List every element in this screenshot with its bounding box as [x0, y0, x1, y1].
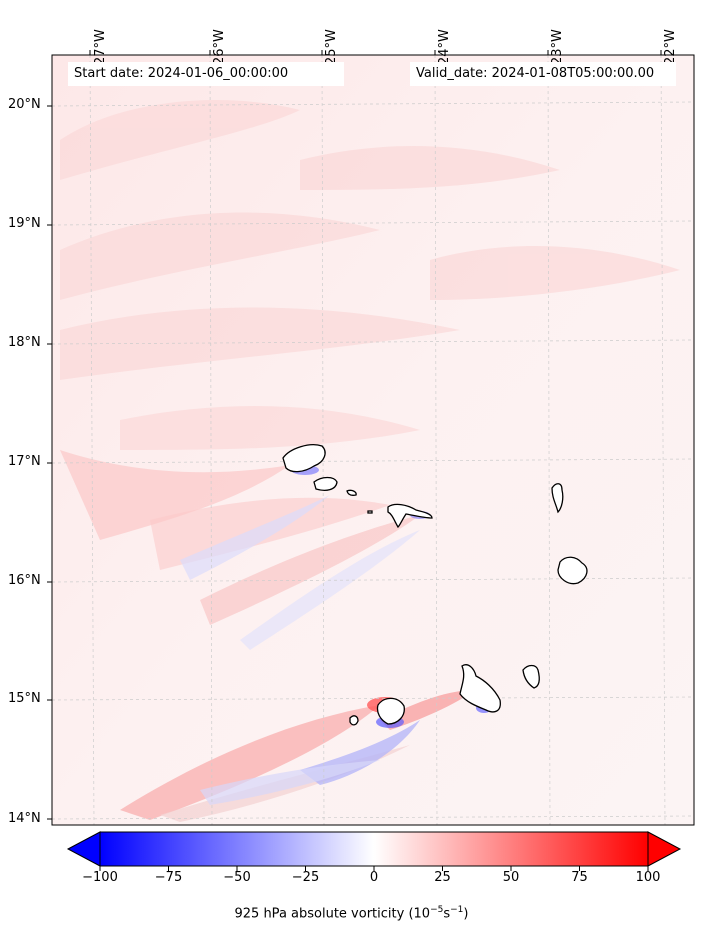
island-santo-antao: [282, 444, 326, 473]
lon-label-24w: 24°W: [437, 29, 452, 65]
coastlines: [282, 444, 588, 726]
colorbar-high-extend: [647, 831, 682, 867]
island-sao-nicolau: [387, 503, 433, 529]
colorbar-tick-label: 0: [369, 870, 379, 885]
island-brava: [349, 715, 359, 726]
lon-label-23w: 23°W: [550, 29, 565, 65]
axis-ticks: [47, 50, 662, 820]
vorticity-field: [52, 55, 694, 825]
lon-label-26w: 26°W: [212, 29, 227, 65]
colorbar-tick-label: −25: [291, 870, 320, 885]
island-sao-vicente: [313, 476, 338, 491]
lat-label-18n: 18°N: [8, 335, 41, 350]
colorbar-low-extend: [66, 831, 101, 867]
island-sal: [551, 483, 564, 514]
island-fogo: [376, 697, 405, 725]
graticule: [52, 55, 694, 825]
colorbar-tick-label: −50: [223, 870, 251, 885]
lat-label-20n: 20°N: [8, 97, 41, 112]
colorbar-tick-label: −100: [82, 870, 118, 885]
lat-label-17n: 17°N: [8, 454, 41, 469]
colorbar: [66, 831, 682, 871]
colorbar-label: 925 hPa absolute vorticity (10−5s−1): [0, 905, 703, 921]
colorbar-label-exp2: −1: [450, 905, 464, 915]
valid-date-label: Valid_date: 2024-01-08T05:00:00.00: [410, 62, 676, 86]
colorbar-label-suffix: ): [463, 906, 469, 922]
lat-label-15n: 15°N: [8, 691, 41, 706]
colorbar-tick-label: 50: [502, 870, 520, 885]
colorbar-gradient: [99, 831, 649, 867]
lon-label-25w: 25°W: [324, 29, 339, 65]
lon-label-27w: 27°W: [93, 29, 108, 65]
island-boa-vista: [557, 556, 588, 585]
colorbar-tick-label: 25: [434, 870, 451, 885]
colorbar-tick-label: −75: [154, 870, 183, 885]
lon-label-22w: 22°W: [663, 29, 678, 65]
lat-label-19n: 19°N: [8, 216, 41, 231]
island-santiago: [459, 664, 501, 713]
map-frame: [51, 54, 695, 826]
colorbar-tick-label: 100: [635, 870, 661, 885]
start-date-label: Start date: 2024-01-06_00:00:00: [68, 62, 344, 86]
colorbar-label-exp1: −5: [430, 905, 444, 915]
lat-label-14n: 14°N: [8, 811, 41, 826]
colorbar-label-prefix: 925 hPa absolute vorticity (10: [234, 906, 431, 922]
colorbar-label-mid: s: [443, 906, 451, 922]
island-branco: [367, 510, 373, 514]
island-santa-luzia: [346, 489, 357, 497]
island-maio: [522, 664, 540, 689]
colorbar-tick-label: 75: [571, 870, 588, 885]
lat-label-16n: 16°N: [8, 573, 41, 588]
